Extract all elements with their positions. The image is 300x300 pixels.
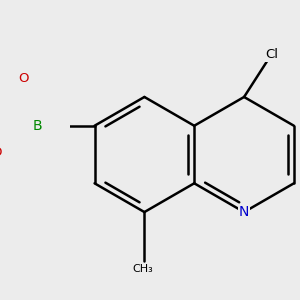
Text: Cl: Cl (265, 48, 278, 61)
Text: CH₃: CH₃ (133, 264, 153, 274)
Text: N: N (239, 205, 249, 219)
Text: B: B (32, 119, 42, 133)
Text: O: O (18, 72, 29, 86)
Text: O: O (0, 146, 2, 160)
